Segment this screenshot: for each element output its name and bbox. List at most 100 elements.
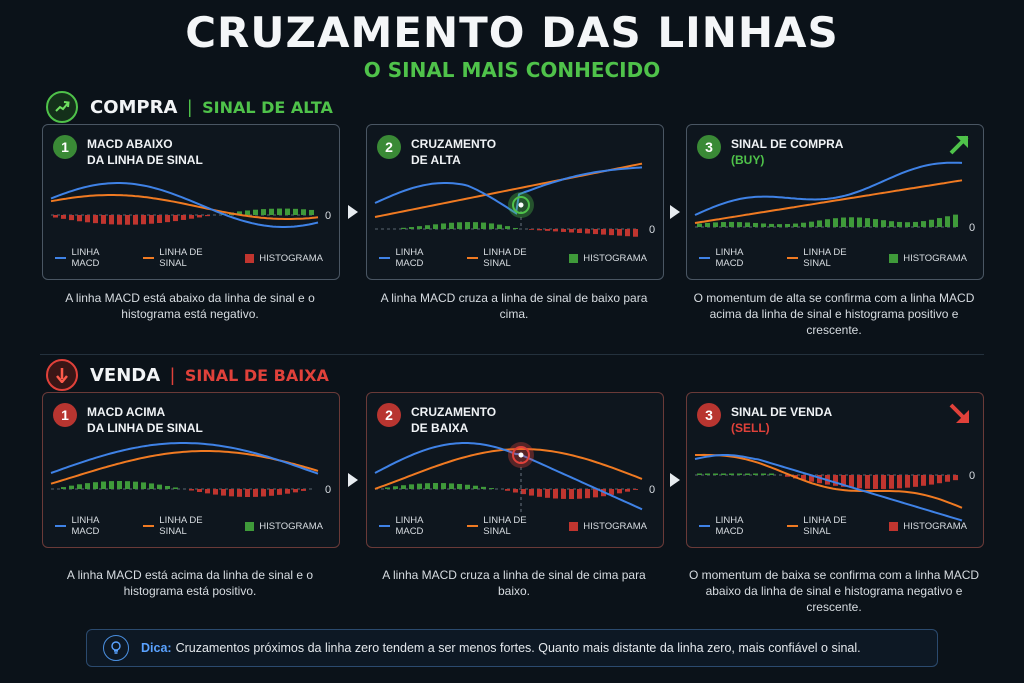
histogram-bar xyxy=(857,475,862,489)
histogram-bar xyxy=(269,208,274,215)
sell-description-3: O momentum de baixa se confirma com a li… xyxy=(688,568,980,614)
histogram-bar xyxy=(489,223,494,229)
histogram-bar xyxy=(737,473,742,475)
histogram-bar xyxy=(561,489,566,499)
histogram-bar xyxy=(85,483,90,489)
histogram-legend-swatch xyxy=(569,521,579,531)
buy-description-2: A linha MACD cruza a linha de sinal de b… xyxy=(380,291,648,321)
histogram-bar xyxy=(457,222,462,229)
histogram-legend-swatch xyxy=(245,521,255,531)
histogram-bar xyxy=(569,229,574,233)
panel-title: CRUZAMENTO DE ALTA xyxy=(411,137,497,167)
sell-section-header: VENDA | SINAL DE BAIXA xyxy=(46,359,329,391)
histogram-bar xyxy=(465,222,470,229)
histogram-bar xyxy=(425,225,430,229)
histogram-bar xyxy=(713,222,718,227)
histogram-bar xyxy=(889,475,894,489)
histogram-bar xyxy=(393,486,398,489)
histogram-bar xyxy=(745,473,750,475)
histogram-bar xyxy=(881,220,886,227)
sell-section-subtitle: SINAL DE BAIXA xyxy=(184,365,329,385)
histogram-bar xyxy=(473,222,478,229)
histogram-bar xyxy=(401,485,406,489)
histogram-bar xyxy=(261,209,266,215)
histogram-bar xyxy=(61,215,66,219)
histogram-bar xyxy=(881,475,886,489)
macd-legend-swatch xyxy=(55,525,67,527)
histogram-bar xyxy=(141,482,146,489)
chart-legend: LINHA MACD LINHA DE SINAL HISTOGRAMA xyxy=(699,515,983,537)
histogram-bar xyxy=(293,489,298,493)
histogram-bar xyxy=(301,489,306,491)
histogram-bar xyxy=(625,489,630,492)
histogram-bar xyxy=(481,222,486,229)
histogram-bar xyxy=(801,475,806,481)
histogram-bar xyxy=(905,222,910,227)
histogram-bar xyxy=(953,214,958,227)
histogram-bar xyxy=(721,473,726,475)
buy-chart-1: 0 xyxy=(50,182,331,228)
histogram-bar xyxy=(449,222,454,229)
histogram-bar xyxy=(245,489,250,497)
histogram-bar xyxy=(945,475,950,482)
histogram-bar xyxy=(141,215,146,225)
buy-section-title: COMPRA xyxy=(90,96,178,118)
histogram-bar xyxy=(913,475,918,487)
crossover-point xyxy=(518,452,524,458)
histogram-bar xyxy=(841,475,846,487)
histogram-bar xyxy=(473,485,478,489)
step-number: 2 xyxy=(377,135,401,159)
histogram-bar xyxy=(929,219,934,227)
buy-panel-3: 0 3 SINAL DE COMPRA (BUY) LINHA MACD LINH… xyxy=(686,124,984,280)
histogram-bar xyxy=(721,222,726,227)
tip-text: Cruzamentos próximos da linha zero tende… xyxy=(175,641,861,655)
histogram-legend-swatch xyxy=(569,253,579,263)
signal-line xyxy=(695,453,963,509)
histogram-bar xyxy=(817,220,822,227)
sell-chart-1: 0 xyxy=(50,442,331,497)
step-number: 3 xyxy=(697,403,721,427)
histogram-bar xyxy=(769,473,774,475)
histogram-bar xyxy=(465,484,470,489)
histogram-bar xyxy=(133,481,138,489)
step-number: 1 xyxy=(53,403,77,427)
sell-description-2: A linha MACD cruza a linha de sinal de c… xyxy=(382,568,646,598)
histogram-bar xyxy=(433,483,438,489)
histogram-bar xyxy=(449,483,454,489)
histogram-bar xyxy=(77,484,82,489)
histogram-bar xyxy=(189,215,194,219)
histogram-bar xyxy=(577,229,582,233)
histogram-bar xyxy=(149,215,154,224)
histogram-bar xyxy=(873,475,878,489)
histogram-bar xyxy=(173,215,178,222)
histogram-bar xyxy=(101,215,106,224)
macd-legend-swatch xyxy=(379,525,391,527)
histogram-bar xyxy=(601,229,606,235)
chart-legend: LINHA MACD LINHA DE SINAL HISTOGRAMA xyxy=(379,515,663,537)
macd-legend-swatch xyxy=(699,525,711,527)
trend-up-icon xyxy=(46,91,78,123)
histogram-legend-swatch xyxy=(889,521,899,531)
histogram-bar xyxy=(585,489,590,499)
sell-panel-1: 0 1 MACD ACIMA DA LINHA DE SINAL LINHA MA… xyxy=(42,392,340,548)
histogram-bar xyxy=(157,215,162,224)
buy-description-1: A linha MACD está abaixo da linha de sin… xyxy=(65,291,315,321)
step-number: 3 xyxy=(697,135,721,159)
histogram-bar xyxy=(609,229,614,236)
histogram-bar xyxy=(521,489,526,495)
sell-chart-2: 0 xyxy=(374,442,655,513)
signal-legend-swatch xyxy=(786,525,799,527)
chart-legend: LINHA MACD LINHA DE SINAL HISTOGRAMA xyxy=(55,247,339,269)
histogram-bar xyxy=(205,215,210,217)
histogram-bar xyxy=(745,222,750,227)
histogram-bar xyxy=(117,215,122,225)
histogram-bar xyxy=(633,489,638,490)
signal-line xyxy=(50,450,319,485)
sell-section-title: VENDA xyxy=(90,364,161,386)
buy-section-subtitle: SINAL DE ALTA xyxy=(202,97,333,117)
sell-section-separator: | xyxy=(170,364,175,385)
histogram-bar xyxy=(753,222,758,227)
histogram-bar xyxy=(705,222,710,227)
page-title: CRUZAMENTO DAS LINHAS xyxy=(185,8,839,57)
histogram-bar xyxy=(929,475,934,485)
